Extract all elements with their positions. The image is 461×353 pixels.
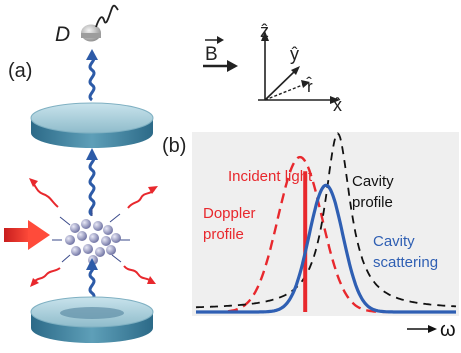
top-mirror [30,102,154,148]
scattering-label-line1: Cavity [373,233,415,250]
cavity-profile-curve [195,132,457,309]
field-label: B [205,44,218,65]
scattered-photon-heads [29,178,158,287]
panel-a-label: (a) [8,60,32,82]
scattered-photons [31,181,155,283]
incident-light-label: Incident light [228,168,313,185]
panel-b: (b) Incident light Doppler profile Cavit… [162,132,459,341]
photon-wave-top [86,49,98,102]
photon-wave-middle-upper [86,148,98,217]
axes-inset: B ẑ ŷ r̂ x̂ [203,21,342,115]
scattering-label-line2: scattering [373,254,438,271]
panel-a: (a) D [4,4,158,343]
omega-axis-arrow-icon [407,325,437,333]
axis-z-label: ẑ [260,21,269,41]
field-arrow-icon [203,60,238,72]
incident-beam-arrow [4,220,50,250]
atom-cloud [52,207,130,271]
doppler-label-line2: profile [203,226,244,243]
bottom-mirror [30,296,154,343]
axis-r-label: r̂ [306,76,313,96]
panel-b-label: (b) [162,135,186,157]
plot-background [192,132,459,316]
cavity-label-line1: Cavity [352,173,394,190]
axis-x-label: x̂ [333,95,342,115]
axis-y-label: ŷ [290,44,299,64]
omega-label: ω [440,319,456,341]
cavity-label-line2: profile [352,194,393,211]
cavity-scattering-curve [196,183,456,314]
doppler-profile-curve [196,155,456,314]
plot-curves [195,132,457,314]
detector-label: D [55,23,70,46]
detector-icon: D [55,4,119,46]
doppler-label-line1: Doppler [203,205,256,222]
